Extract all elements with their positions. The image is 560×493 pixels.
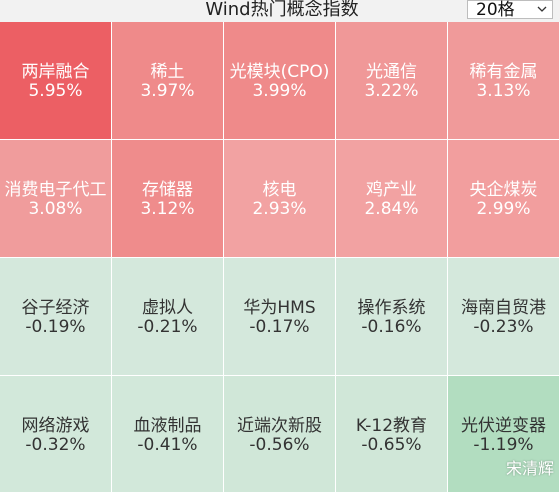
concept-name: 海南自贸港: [461, 298, 546, 318]
concept-change-value: -0.21%: [137, 317, 198, 337]
concept-name: 消费电子代工: [4, 180, 107, 200]
concept-tile[interactable]: 央企煤炭 2.99%: [448, 140, 560, 258]
concept-name: 血液制品: [133, 415, 202, 436]
concept-change-value: -0.19%: [25, 317, 86, 337]
concept-tile[interactable]: 存储器 3.12%: [112, 140, 224, 258]
concept-name: 两岸融合: [21, 62, 90, 82]
concept-name: 光通信: [366, 62, 417, 82]
concept-tile[interactable]: 操作系统 -0.16%: [336, 258, 448, 376]
concept-name: K-12教育: [355, 415, 428, 436]
concept-tile[interactable]: 两岸融合 5.95%: [0, 22, 112, 140]
concept-name: 稀有金属: [469, 62, 538, 82]
concept-change-value: -0.41%: [137, 434, 198, 455]
concept-tile[interactable]: 谷子经济 -0.19%: [0, 258, 112, 376]
concept-name: 核电: [262, 180, 297, 200]
concept-name: 华为HMS: [243, 298, 316, 318]
concept-name: 光伏逆变器: [461, 415, 546, 436]
concept-name: 谷子经济: [21, 298, 90, 318]
concept-tile[interactable]: 网络游戏 -0.32%: [0, 376, 112, 493]
concept-tile[interactable]: 稀土 3.97%: [112, 22, 224, 140]
grid-count-value: 20格: [476, 0, 515, 20]
panel-title: Wind热门概念指数: [205, 0, 359, 20]
concept-tile[interactable]: 虚拟人 -0.21%: [112, 258, 224, 376]
concept-change-value: 2.99%: [476, 199, 531, 219]
concept-tile[interactable]: 鸡产业 2.84%: [336, 140, 448, 258]
concept-change-value: -0.56%: [249, 434, 310, 455]
concept-name: 近端次新股: [237, 415, 322, 436]
concept-name: 鸡产业: [366, 180, 417, 200]
concept-change-value: -1.19%: [473, 434, 534, 455]
concept-change-value: -0.23%: [473, 317, 534, 337]
author-watermark: 宋清辉: [505, 459, 554, 478]
concept-tile[interactable]: 光模块(CPO) 3.99%: [224, 22, 336, 140]
concept-tile[interactable]: 光通信 3.22%: [336, 22, 448, 140]
concept-heatmap-grid: 两岸融合 5.95% 稀土 3.97% 光模块(CPO) 3.99% 光通信 3.22% 稀有金…: [0, 22, 560, 493]
concept-tile[interactable]: 消费电子代工 3.08%: [0, 140, 112, 258]
concept-change-value: 2.93%: [252, 199, 307, 219]
concept-tile[interactable]: 稀有金属 3.13%: [448, 22, 560, 140]
panel-header: Wind热门概念指数 20格: [0, 0, 560, 23]
concept-name: 网络游戏: [21, 415, 90, 436]
concept-name: 存储器: [142, 180, 193, 200]
concept-change-value: -0.32%: [25, 434, 86, 455]
concept-change-value: 3.22%: [364, 81, 419, 101]
concept-tile[interactable]: 海南自贸港 -0.23%: [448, 258, 560, 376]
concept-change-value: 3.08%: [28, 199, 83, 219]
concept-name: 操作系统: [357, 298, 426, 318]
concept-change-value: -0.17%: [249, 317, 310, 337]
grid-count-select[interactable]: 20格: [467, 0, 553, 19]
concept-tile[interactable]: 近端次新股 -0.56%: [224, 376, 336, 493]
concept-change-value: -0.65%: [361, 434, 422, 455]
concept-tile[interactable]: 核电 2.93%: [224, 140, 336, 258]
concept-name: 央企煤炭: [469, 180, 538, 200]
concept-change-value: 5.95%: [28, 81, 83, 101]
concept-tile[interactable]: K-12教育 -0.65%: [336, 376, 448, 493]
concept-name: 稀土: [150, 62, 185, 82]
concept-tile[interactable]: 华为HMS -0.17%: [224, 258, 336, 376]
concept-change-value: 3.97%: [140, 81, 195, 101]
concept-tile[interactable]: 血液制品 -0.41%: [112, 376, 224, 493]
concept-name: 虚拟人: [142, 298, 193, 318]
concept-change-value: -0.16%: [361, 317, 422, 337]
concept-name: 光模块(CPO): [229, 62, 330, 82]
concept-change-value: 2.84%: [364, 199, 419, 219]
concept-change-value: 3.99%: [252, 81, 307, 101]
concept-change-value: 3.12%: [140, 199, 195, 219]
concept-change-value: 3.13%: [476, 81, 531, 101]
chevron-down-icon: [537, 6, 547, 12]
